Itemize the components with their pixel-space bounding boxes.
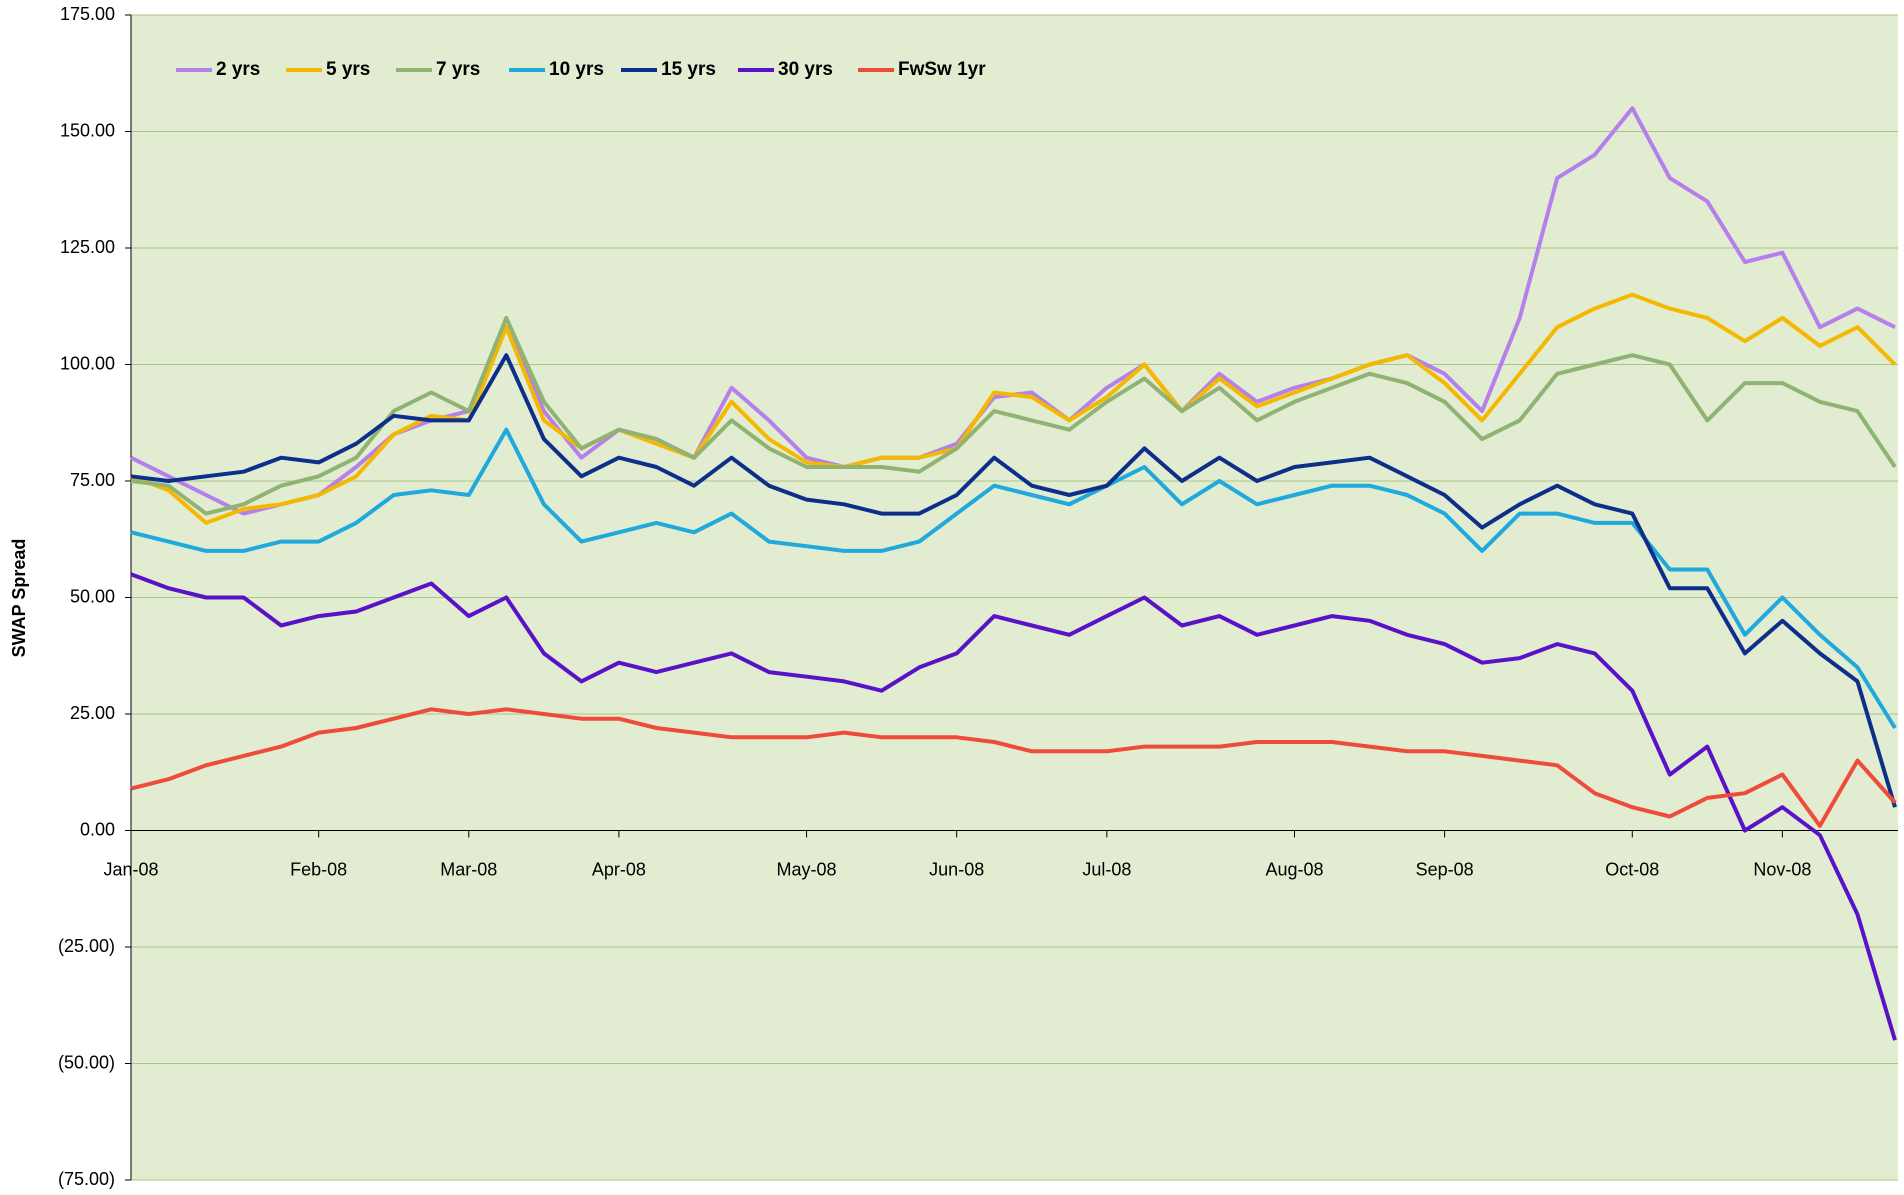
legend-label: 5 yrs — [326, 59, 370, 80]
series-line — [130, 315, 1897, 516]
series-line — [130, 353, 1897, 808]
legend-label: 2 yrs — [216, 59, 260, 80]
x-tick-label: Mar-08 — [440, 859, 497, 879]
x-tick-label: Sep-08 — [1416, 859, 1474, 879]
y-tick-label: 100.00 — [60, 353, 115, 373]
series-line — [130, 427, 1897, 730]
y-tick-label: (25.00) — [58, 936, 115, 956]
y-tick-label: 0.00 — [80, 819, 115, 839]
x-tick-label: Feb-08 — [290, 859, 347, 879]
x-tick-label: Nov-08 — [1753, 859, 1811, 879]
y-tick-label: (50.00) — [58, 1052, 115, 1072]
x-tick-label: Jul-08 — [1082, 859, 1131, 879]
y-tick-label: 25.00 — [70, 703, 115, 723]
legend-label: 30 yrs — [778, 59, 833, 80]
legend-label: 10 yrs — [549, 59, 604, 80]
x-tick-label: Oct-08 — [1605, 859, 1659, 879]
x-tick-label: Jan-08 — [103, 859, 158, 879]
y-tick-label: 175.00 — [60, 4, 115, 24]
x-tick-label: Aug-08 — [1265, 859, 1323, 879]
y-tick-label: (75.00) — [58, 1169, 115, 1189]
x-tick-label: Apr-08 — [592, 859, 646, 879]
series-line — [130, 572, 1897, 1041]
legend-label: 7 yrs — [436, 59, 480, 80]
legend-label: FwSw 1yr — [898, 59, 986, 80]
legend-label: 15 yrs — [661, 59, 716, 80]
x-tick-label: Jun-08 — [929, 859, 984, 879]
y-axis-title: SWAP Spread — [9, 539, 29, 658]
y-tick-label: 50.00 — [70, 586, 115, 606]
y-tick-label: 75.00 — [70, 470, 115, 490]
series-line — [130, 707, 1897, 828]
y-tick-label: 125.00 — [60, 237, 115, 257]
x-tick-label: May-08 — [777, 859, 837, 879]
y-tick-label: 150.00 — [60, 120, 115, 140]
